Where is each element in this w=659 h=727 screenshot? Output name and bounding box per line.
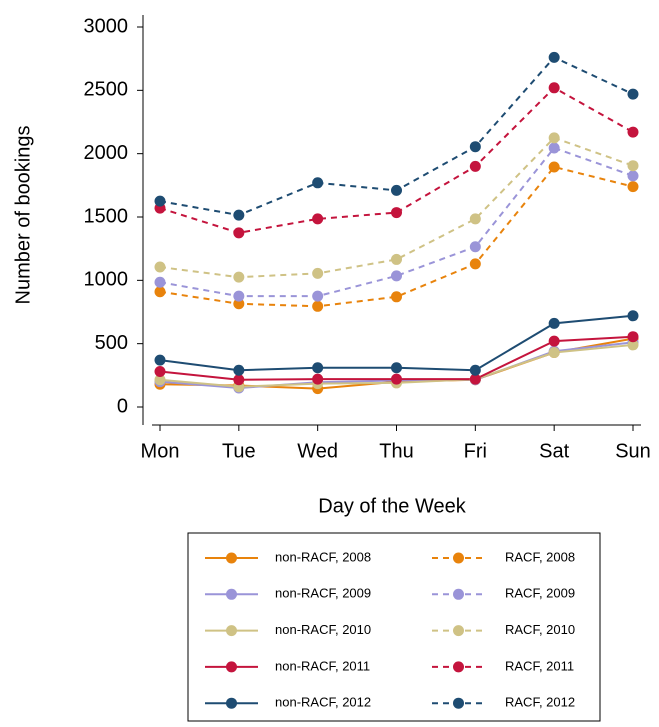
- data-point: [627, 160, 639, 172]
- legend-label: RACF, 2010: [505, 622, 575, 637]
- x-tick-label: Sat: [539, 440, 569, 462]
- data-point: [548, 142, 560, 154]
- data-point: [154, 374, 166, 386]
- y-tick-label: 0: [117, 395, 128, 417]
- legend-marker: [453, 588, 464, 600]
- data-point: [312, 300, 324, 312]
- legend-label: non-RACF, 2010: [275, 622, 371, 637]
- data-point: [548, 317, 560, 329]
- legend-label: non-RACF, 2012: [275, 695, 371, 710]
- data-point: [154, 195, 166, 207]
- data-point: [233, 364, 245, 376]
- legend-label: RACF, 2009: [505, 586, 575, 601]
- data-point: [469, 141, 481, 153]
- y-tick-label: 500: [95, 332, 128, 354]
- data-point: [312, 177, 324, 189]
- data-point: [627, 331, 639, 343]
- data-point: [312, 213, 324, 225]
- y-tick-label: 1000: [84, 269, 129, 291]
- legend-label: non-RACF, 2009: [275, 586, 371, 601]
- legend-marker: [226, 552, 237, 564]
- x-tick-label: Tue: [222, 440, 256, 462]
- legend-marker: [453, 552, 464, 564]
- data-point: [233, 271, 245, 283]
- data-point: [548, 51, 560, 63]
- data-point: [391, 253, 402, 265]
- data-point: [233, 298, 245, 310]
- legend-marker: [453, 697, 464, 709]
- legend-marker: [226, 661, 237, 673]
- y-axis-title: Number of bookings: [12, 126, 34, 305]
- legend-marker: [226, 697, 237, 709]
- data-point: [548, 82, 560, 94]
- legend-label: RACF, 2012: [505, 695, 575, 710]
- data-point: [391, 207, 402, 219]
- data-point: [627, 126, 639, 138]
- data-point: [627, 339, 639, 351]
- data-point: [627, 310, 639, 322]
- data-point: [233, 227, 245, 239]
- y-tick-label: 2500: [84, 79, 129, 101]
- x-tick-label: Mon: [141, 440, 180, 462]
- data-point: [233, 374, 245, 386]
- data-point: [312, 267, 324, 279]
- legend-marker: [226, 625, 237, 637]
- x-tick-label: Sun: [615, 440, 651, 462]
- data-point: [391, 184, 402, 196]
- data-point: [391, 270, 402, 282]
- legend-label: non-RACF, 2008: [275, 549, 371, 564]
- data-point: [548, 161, 560, 173]
- data-point: [469, 213, 481, 225]
- data-point: [469, 160, 481, 172]
- data-point: [154, 286, 166, 298]
- legend-label: non-RACF, 2011: [275, 658, 370, 673]
- y-tick-label: 3000: [84, 15, 129, 37]
- legend-label: RACF, 2011: [505, 658, 574, 673]
- x-tick-label: Wed: [297, 440, 338, 462]
- x-tick-label: Thu: [379, 440, 413, 462]
- y-tick-label: 2000: [84, 142, 129, 164]
- data-point: [469, 258, 481, 270]
- data-point: [312, 373, 324, 385]
- data-point: [233, 290, 245, 302]
- data-point: [391, 291, 402, 303]
- data-point: [233, 209, 245, 221]
- legend-marker: [226, 588, 237, 600]
- data-point: [548, 132, 560, 144]
- data-point: [312, 290, 324, 302]
- data-point: [154, 354, 166, 366]
- data-point: [627, 181, 639, 193]
- data-point: [469, 241, 481, 253]
- data-point: [312, 362, 324, 374]
- legend-box: [187, 532, 601, 722]
- x-axis-title: Day of the Week: [318, 495, 466, 517]
- data-point: [627, 170, 639, 182]
- x-tick-label: Fri: [464, 440, 487, 462]
- data-point: [548, 347, 560, 359]
- legend-label: RACF, 2008: [505, 549, 575, 564]
- legend-marker: [453, 661, 464, 673]
- data-point: [627, 88, 639, 100]
- y-tick-label: 1500: [84, 205, 129, 227]
- data-point: [469, 373, 481, 385]
- data-point: [154, 261, 166, 273]
- data-point: [154, 276, 166, 288]
- legend-marker: [453, 625, 464, 637]
- data-point: [548, 335, 560, 347]
- data-point: [469, 364, 481, 376]
- data-point: [391, 362, 402, 374]
- data-point: [391, 373, 402, 385]
- data-point: [154, 366, 166, 378]
